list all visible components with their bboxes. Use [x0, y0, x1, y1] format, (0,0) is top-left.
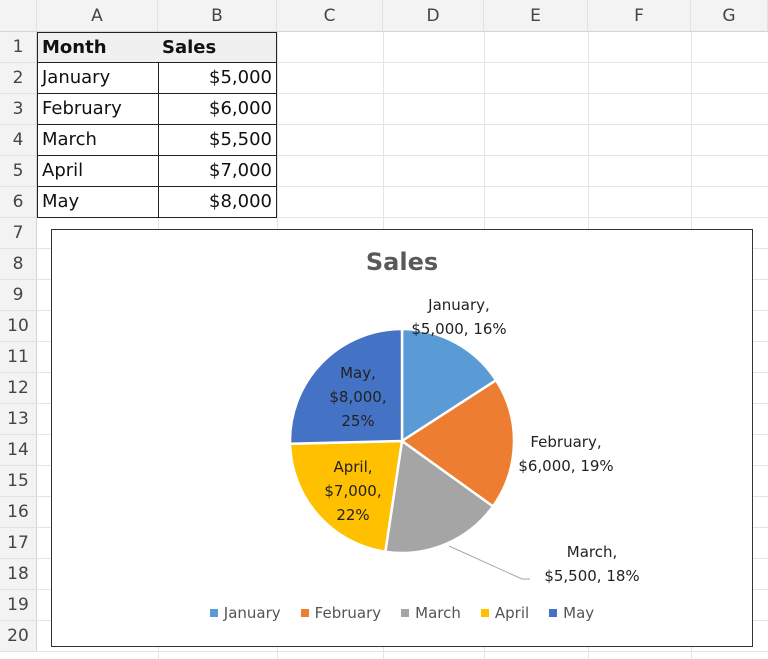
column-header-A[interactable]: A — [37, 0, 158, 32]
legend-label: March — [415, 604, 461, 622]
data-label-line: 22% — [336, 506, 370, 524]
data-label-line: January, — [428, 296, 490, 314]
pie-slice-february[interactable] — [399, 378, 516, 509]
data-label-february: February, $6,000, 19% — [496, 430, 636, 478]
row-header-15[interactable]: 15 — [0, 466, 37, 497]
legend-label: April — [494, 604, 530, 622]
row-header-5[interactable]: 5 — [0, 156, 37, 187]
row-header-17[interactable]: 17 — [0, 528, 37, 559]
row-header-3[interactable]: 3 — [0, 94, 37, 125]
pie-chart[interactable]: Sales January, $5,000, 16% February, $6,000… — [51, 229, 753, 647]
pie-slice-april[interactable] — [288, 439, 404, 554]
legend-entry-april[interactable]: April — [480, 604, 530, 622]
cell-B4[interactable]: $5,500 — [158, 125, 277, 156]
row-header-9[interactable]: 9 — [0, 280, 37, 311]
data-label-line: $7,000, — [324, 482, 382, 500]
cell-A3[interactable]: February — [37, 94, 159, 125]
cell-B2[interactable]: $5,000 — [158, 63, 277, 94]
data-label-line: $5,500, 18% — [544, 567, 640, 585]
data-label-line: $5,000, 16% — [411, 320, 507, 338]
data-label-april: April, $7,000, 22% — [283, 455, 423, 527]
pie-slice-may[interactable] — [288, 327, 404, 446]
cell-A2[interactable]: January — [37, 63, 159, 94]
row-header-19[interactable]: 19 — [0, 590, 37, 621]
row-header-11[interactable]: 11 — [0, 342, 37, 373]
cell-B1[interactable]: Sales — [158, 32, 277, 63]
cell-B6[interactable]: $8,000 — [158, 187, 277, 218]
legend-label: January — [223, 604, 281, 622]
legend-entry-february[interactable]: February — [300, 604, 382, 622]
cell-A4[interactable]: March — [37, 125, 159, 156]
data-label-march: March, $5,500, 18% — [522, 540, 662, 588]
select-all-corner[interactable] — [0, 0, 37, 32]
column-header-F[interactable]: F — [588, 0, 691, 32]
pie-plot — [288, 327, 530, 580]
gridline — [37, 124, 768, 125]
cell-A6[interactable]: May — [37, 187, 159, 218]
legend-entry-may[interactable]: May — [549, 604, 594, 622]
row-header-13[interactable]: 13 — [0, 404, 37, 435]
row-header-6[interactable]: 6 — [0, 187, 37, 218]
legend-swatch-icon — [401, 609, 410, 617]
chart-legend: January February March April May — [52, 604, 752, 622]
row-header-10[interactable]: 10 — [0, 311, 37, 342]
gridline — [37, 217, 768, 218]
row-header-12[interactable]: 12 — [0, 373, 37, 404]
legend-label: February — [314, 604, 382, 622]
leader-line — [448, 545, 530, 580]
data-label-january: January, $5,000, 16% — [389, 293, 529, 341]
chart-title: Sales — [365, 248, 439, 276]
column-header-D[interactable]: D — [383, 0, 484, 32]
data-label-may: May, $8,000, 25% — [288, 361, 428, 433]
row-header-2[interactable]: 2 — [0, 63, 37, 94]
gridline — [37, 93, 768, 94]
row-header-8[interactable]: 8 — [0, 249, 37, 280]
gridline — [37, 155, 768, 156]
legend-swatch-icon — [549, 609, 558, 617]
legend-entry-january[interactable]: January — [209, 604, 281, 622]
row-header-1[interactable]: 1 — [0, 32, 37, 63]
row-header-20[interactable]: 20 — [0, 621, 37, 652]
column-header-G[interactable]: G — [691, 0, 768, 32]
column-header-C[interactable]: C — [277, 0, 383, 32]
column-header-E[interactable]: E — [484, 0, 588, 32]
data-label-line: April, — [333, 458, 373, 476]
column-header-B[interactable]: B — [158, 0, 277, 32]
gridline — [37, 62, 768, 63]
row-header-16[interactable]: 16 — [0, 497, 37, 528]
legend-swatch-icon — [480, 609, 489, 617]
data-label-line: 25% — [341, 412, 375, 430]
row-header-18[interactable]: 18 — [0, 559, 37, 590]
legend-entry-march[interactable]: March — [401, 604, 461, 622]
row-header-7[interactable]: 7 — [0, 218, 37, 249]
legend-label: May — [563, 604, 595, 622]
pie-slice-january[interactable] — [400, 327, 498, 444]
gridline — [37, 651, 768, 652]
row-header-14[interactable]: 14 — [0, 435, 37, 466]
gridline — [37, 186, 768, 187]
cell-B3[interactable]: $6,000 — [158, 94, 277, 125]
data-label-line: $8,000, — [329, 388, 387, 406]
cell-A1[interactable]: Month — [37, 32, 159, 63]
cell-A5[interactable]: April — [37, 156, 159, 187]
legend-swatch-icon — [209, 609, 218, 617]
row-header-4[interactable]: 4 — [0, 125, 37, 156]
data-label-line: $6,000, 19% — [518, 457, 614, 475]
data-label-line: February, — [530, 433, 602, 451]
data-label-line: May, — [340, 364, 376, 382]
data-label-line: March, — [566, 543, 618, 561]
legend-swatch-icon — [300, 609, 309, 617]
cell-B5[interactable]: $7,000 — [158, 156, 277, 187]
pie-slice-march[interactable] — [383, 438, 495, 555]
